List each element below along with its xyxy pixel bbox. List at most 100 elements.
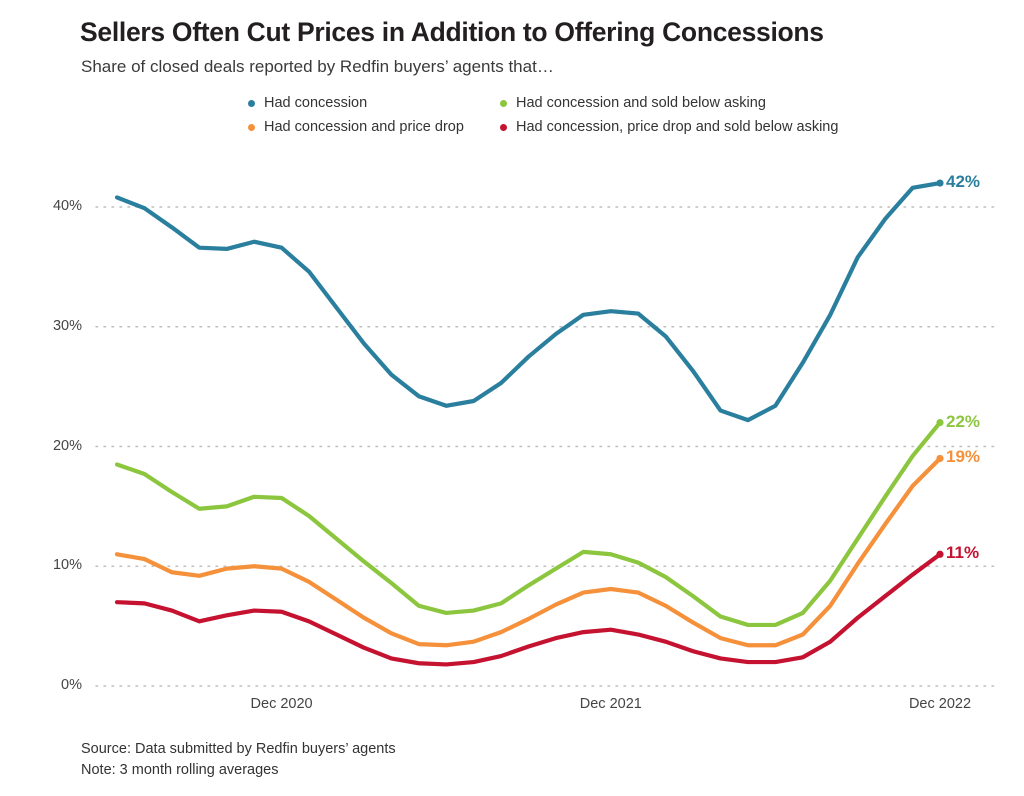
data-point-marker: [856, 537, 860, 541]
data-point-marker: [197, 246, 201, 250]
data-point-marker: [581, 313, 586, 317]
legend-item-had-concession-and-sold-below-asking[interactable]: Had concession and sold below asking: [500, 96, 766, 111]
data-point-marker: [389, 631, 394, 636]
data-point-marker: [801, 611, 805, 615]
data-point-marker: [444, 662, 448, 667]
legend-item-had-concession-price-drop-and-sold-below-asking[interactable]: Had concession, price drop and sold belo…: [500, 120, 838, 135]
series-end-value-label: 42%: [946, 172, 981, 192]
data-point-marker: [554, 636, 558, 640]
data-point-marker: [225, 613, 229, 618]
x-axis-tick-label: Dec 2022: [908, 696, 972, 712]
data-point-marker: [828, 313, 832, 317]
data-point-marker: [691, 594, 695, 598]
data-point-marker: [389, 581, 394, 585]
data-point-marker: [279, 496, 284, 500]
data-point-marker: [910, 484, 915, 488]
data-point-marker: [883, 594, 887, 598]
data-point-marker: [691, 649, 695, 653]
data-point-marker: [279, 566, 284, 571]
data-point-marker: [746, 660, 750, 664]
data-point-marker: [252, 564, 256, 568]
data-point-marker: [773, 623, 778, 627]
data-point-marker: [746, 643, 750, 647]
data-point-marker: [362, 645, 366, 650]
series-end-point: [936, 550, 944, 558]
data-point-marker: [910, 454, 915, 458]
series-line: [114, 420, 943, 628]
data-point-marker: [554, 332, 558, 336]
data-point-marker: [691, 369, 695, 373]
data-point-marker: [773, 643, 778, 647]
data-point-marker: [773, 660, 778, 664]
data-point-marker: [115, 462, 119, 467]
data-point-marker: [225, 247, 229, 251]
data-point-marker: [856, 255, 860, 259]
x-axis-tick-label: Dec 2021: [579, 696, 642, 712]
data-point-marker: [910, 572, 915, 577]
data-point-marker: [883, 522, 887, 527]
data-point-marker: [718, 636, 723, 640]
y-axis-tick-label: 10%: [52, 557, 82, 574]
data-point-marker: [663, 334, 668, 339]
data-point-marker: [801, 632, 805, 637]
data-point-marker: [636, 590, 640, 595]
x-axis-tick-label: Dec 2020: [250, 696, 313, 712]
legend-item-label: Had concession and price drop: [264, 119, 464, 135]
data-point-marker: [252, 240, 256, 244]
data-point-marker: [142, 206, 147, 210]
legend-item-label: Had concession, price drop and sold belo…: [516, 119, 839, 135]
data-point-marker: [581, 550, 586, 554]
data-point-marker: [663, 639, 668, 644]
data-point-marker: [170, 570, 174, 574]
data-point-marker: [581, 630, 586, 634]
legend-swatch-icon: [248, 123, 255, 131]
data-point-marker: [142, 557, 147, 561]
data-point-marker: [225, 504, 229, 509]
data-point-marker: [334, 598, 339, 602]
data-point-marker: [225, 566, 229, 571]
y-axis-tick-label: 0%: [61, 677, 82, 693]
data-point-marker: [746, 418, 750, 422]
data-point-marker: [170, 608, 174, 613]
legend-swatch-icon: [500, 123, 507, 131]
data-point-marker: [581, 590, 586, 595]
data-point-marker: [417, 394, 421, 398]
chart-legend: Had concession Had concession and price …: [248, 93, 928, 139]
chart-footnotes: Source: Data submitted by Redfin buyers’…: [81, 739, 396, 781]
data-point-marker: [389, 656, 394, 661]
data-point-marker: [691, 620, 695, 625]
chart-subtitle: Share of closed deals reported by Redfin…: [81, 57, 554, 76]
data-point-marker: [471, 660, 476, 664]
data-point-marker: [499, 654, 503, 658]
data-point-marker: [279, 246, 284, 250]
source-note: Source: Data submitted by Redfin buyers’…: [81, 741, 396, 757]
data-point-marker: [417, 661, 421, 665]
legend-item-label: Had concession and sold below asking: [516, 95, 766, 111]
data-point-marker: [526, 583, 531, 588]
data-point-marker: [307, 619, 311, 624]
legend-item-had-concession[interactable]: Had concession: [248, 96, 367, 111]
data-point-marker: [444, 611, 448, 615]
series-end-value-label: 22%: [946, 411, 981, 431]
page-title: Sellers Often Cut Prices in Addition to …: [80, 17, 824, 47]
y-axis-tick-label: 30%: [52, 317, 82, 334]
data-point-marker: [142, 601, 147, 606]
data-point-marker: [170, 490, 174, 494]
data-point-marker: [197, 507, 201, 511]
legend-item-label: Had concession: [264, 95, 368, 111]
data-point-marker: [828, 639, 832, 644]
data-point-marker: [307, 580, 311, 584]
data-point-marker: [471, 399, 476, 403]
data-point-marker: [609, 552, 613, 556]
data-point-marker: [334, 537, 339, 541]
data-point-marker: [718, 656, 723, 661]
series-line: [114, 180, 943, 423]
data-point-marker: [663, 604, 668, 608]
legend-swatch-icon: [500, 99, 507, 107]
data-point-marker: [554, 566, 558, 571]
data-point-marker: [471, 608, 476, 613]
data-point-marker: [609, 587, 613, 591]
legend-item-had-concession-and-price-drop[interactable]: Had concession and price drop: [248, 120, 464, 135]
data-point-marker: [718, 614, 723, 619]
